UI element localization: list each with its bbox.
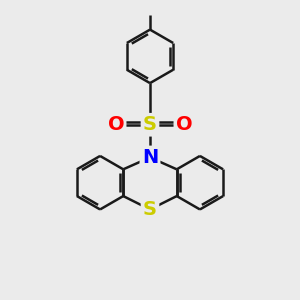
Text: O: O xyxy=(107,115,124,134)
Text: O: O xyxy=(176,115,193,134)
Text: S: S xyxy=(143,200,157,219)
Text: N: N xyxy=(142,148,158,167)
Text: S: S xyxy=(143,115,157,134)
